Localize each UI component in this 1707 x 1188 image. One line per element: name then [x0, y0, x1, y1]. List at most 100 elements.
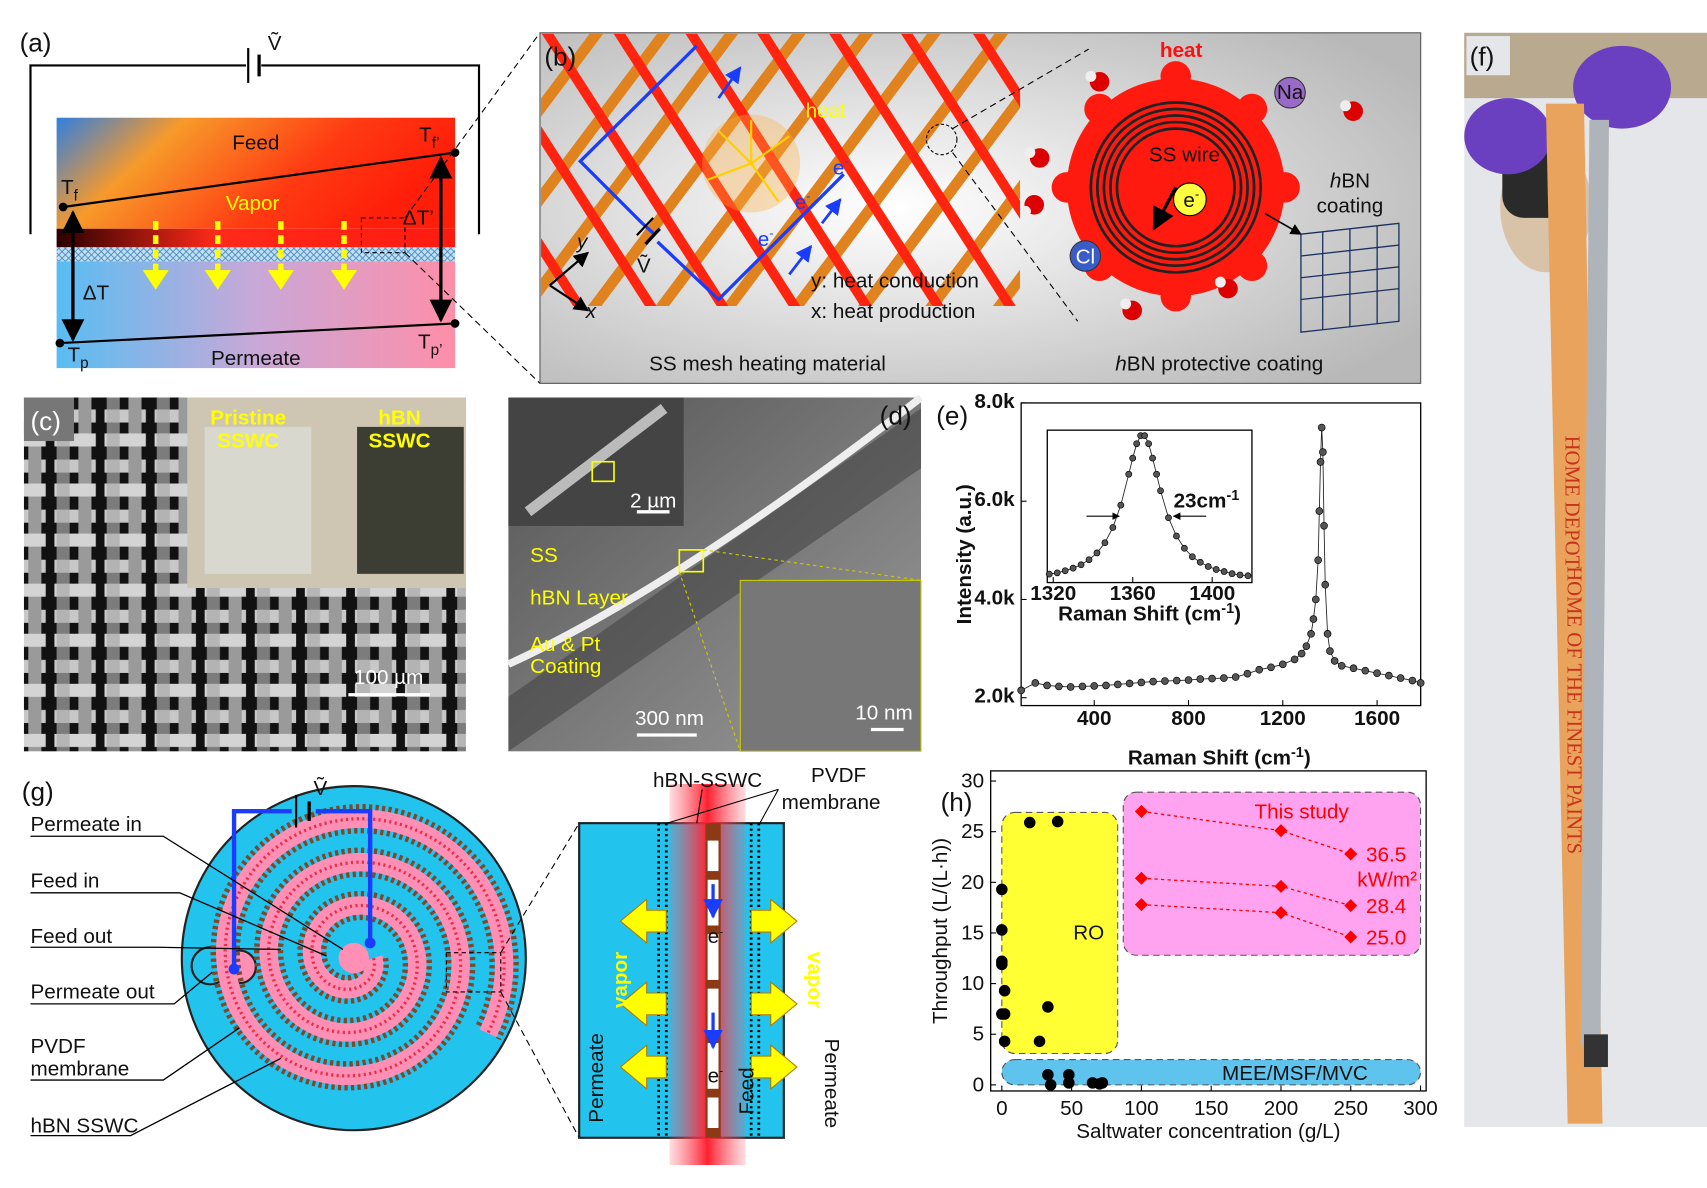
x-tick-label: 800 — [1171, 707, 1206, 730]
decor-g: HOME DEPOT — [1560, 436, 1582, 569]
series-label: 36.5 — [1366, 844, 1406, 867]
decor-path — [267, 270, 294, 290]
vapor: vapor — [803, 952, 826, 1008]
decor-rect — [707, 840, 719, 872]
mesh-wire — [972, 33, 1021, 108]
text-part: f — [74, 187, 79, 204]
point — [1044, 1079, 1057, 1091]
x-axis-label-part: Raman Shift (cm — [1058, 603, 1221, 626]
region-label: RO — [1073, 921, 1104, 944]
point — [1220, 674, 1228, 682]
pristine: Pristine — [210, 407, 286, 430]
electron: e- — [708, 924, 723, 948]
decor-path — [204, 270, 231, 290]
point — [1188, 553, 1196, 561]
point — [1133, 440, 1141, 448]
annotation-part: 23cm — [1174, 489, 1227, 512]
decor-circle — [1051, 172, 1083, 203]
decor-polyline — [30, 892, 327, 957]
decor-circle — [1020, 205, 1031, 217]
voltage: Ṽ — [268, 31, 282, 55]
text-part: e — [833, 156, 845, 179]
decor-rect — [56, 247, 456, 262]
decor-circle — [1109, 120, 1243, 255]
decor-g: vapor — [803, 952, 826, 1008]
y-tick-label: 0 — [973, 1073, 985, 1096]
region-label: This study — [1255, 800, 1350, 823]
point — [1408, 676, 1417, 685]
y-caption: y: heat conduction — [811, 270, 979, 293]
decor-circle — [1102, 114, 1249, 261]
decor-rect — [739, 579, 922, 752]
y-tick-label: 6.0k — [974, 488, 1015, 511]
point — [1085, 556, 1093, 564]
decor-g — [549, 251, 590, 312]
decor-g — [152, 221, 347, 273]
series-line — [1141, 810, 1351, 855]
point — [1172, 676, 1181, 685]
x-tick-label: 1320 — [1030, 582, 1076, 605]
point — [1134, 804, 1148, 818]
panel-d: (d) 2 µm SS hBN Layer Au & Pt Coating 30… — [506, 394, 924, 752]
coating: Au & Pt — [530, 633, 600, 656]
pristine: SSWC — [217, 430, 279, 453]
y-tick-label: 15 — [961, 921, 984, 944]
point — [1315, 507, 1324, 515]
decor-circle — [58, 202, 68, 212]
panel-label: (b) — [544, 41, 576, 71]
plot-frame — [1046, 429, 1253, 584]
text-part: e — [708, 1064, 720, 1087]
wire-heat: heat — [1160, 39, 1203, 62]
text-part: BN — [1341, 169, 1370, 192]
point — [1212, 566, 1220, 573]
decor-line — [62, 151, 456, 209]
y-tick-label: 30 — [961, 770, 984, 793]
point — [1066, 683, 1075, 691]
point — [996, 958, 1008, 971]
text-part: T — [61, 176, 74, 199]
series-label: 25.0 — [1366, 927, 1406, 950]
point — [1153, 470, 1160, 478]
mesh-wire — [541, 33, 739, 297]
point — [1231, 673, 1240, 681]
mesh-wire — [613, 33, 801, 307]
point — [1344, 899, 1358, 913]
x-tick-label: 1400 — [1189, 582, 1235, 605]
decor-circle — [1084, 93, 1115, 125]
decor-g: vapor — [609, 952, 632, 1008]
decor-circle — [1024, 147, 1036, 158]
point — [1243, 669, 1252, 678]
decor-line — [667, 788, 779, 824]
point — [998, 984, 1011, 997]
text-part: T — [419, 124, 432, 147]
scale-label: 300 nm — [635, 707, 704, 730]
decor-circle — [1269, 172, 1300, 203]
x-axis-label: Raman Shift (cm-1) — [1058, 601, 1241, 626]
scale-label: 100 µm — [354, 666, 423, 689]
decor-path — [750, 898, 798, 945]
decor-line — [678, 571, 741, 752]
y-tick-label: 2.0k — [974, 685, 1015, 708]
t-p: Tp — [67, 344, 88, 373]
decor-g — [541, 33, 1021, 307]
y-axis-label: Intensity (a.u.) — [953, 484, 976, 624]
x-axis-label: Saltwater concentration (g/L) — [1076, 1120, 1340, 1143]
layer: hBN Layer — [530, 586, 628, 609]
panel-b: (b) heat e- e- e- Ṽ y x y: heat conducti… — [539, 32, 1422, 384]
text-part: p — [80, 355, 88, 372]
point — [1173, 532, 1180, 540]
mesh-wire — [857, 89, 1021, 307]
electron: e- — [833, 154, 849, 180]
decor-line — [820, 198, 842, 225]
point — [1149, 454, 1156, 462]
decor-line — [750, 135, 790, 165]
point — [1314, 556, 1322, 564]
decor-rect — [707, 1097, 719, 1128]
decor-path — [508, 408, 921, 752]
decor-line — [788, 244, 813, 276]
panel-label: (c) — [30, 406, 60, 436]
unit-label: kW/m² — [1357, 869, 1417, 892]
decor-circle — [1236, 250, 1268, 282]
x-tick-label: 300 — [1403, 1097, 1438, 1120]
